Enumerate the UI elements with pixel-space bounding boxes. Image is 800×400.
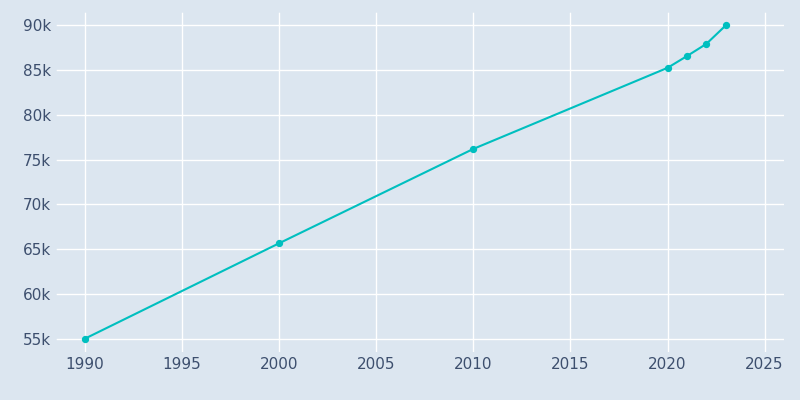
Point [273, 240, 286, 246]
Point [78, 335, 91, 342]
Point [719, 22, 732, 29]
Point [467, 146, 480, 152]
Point [700, 41, 713, 47]
Point [681, 53, 694, 59]
Point [661, 65, 674, 71]
